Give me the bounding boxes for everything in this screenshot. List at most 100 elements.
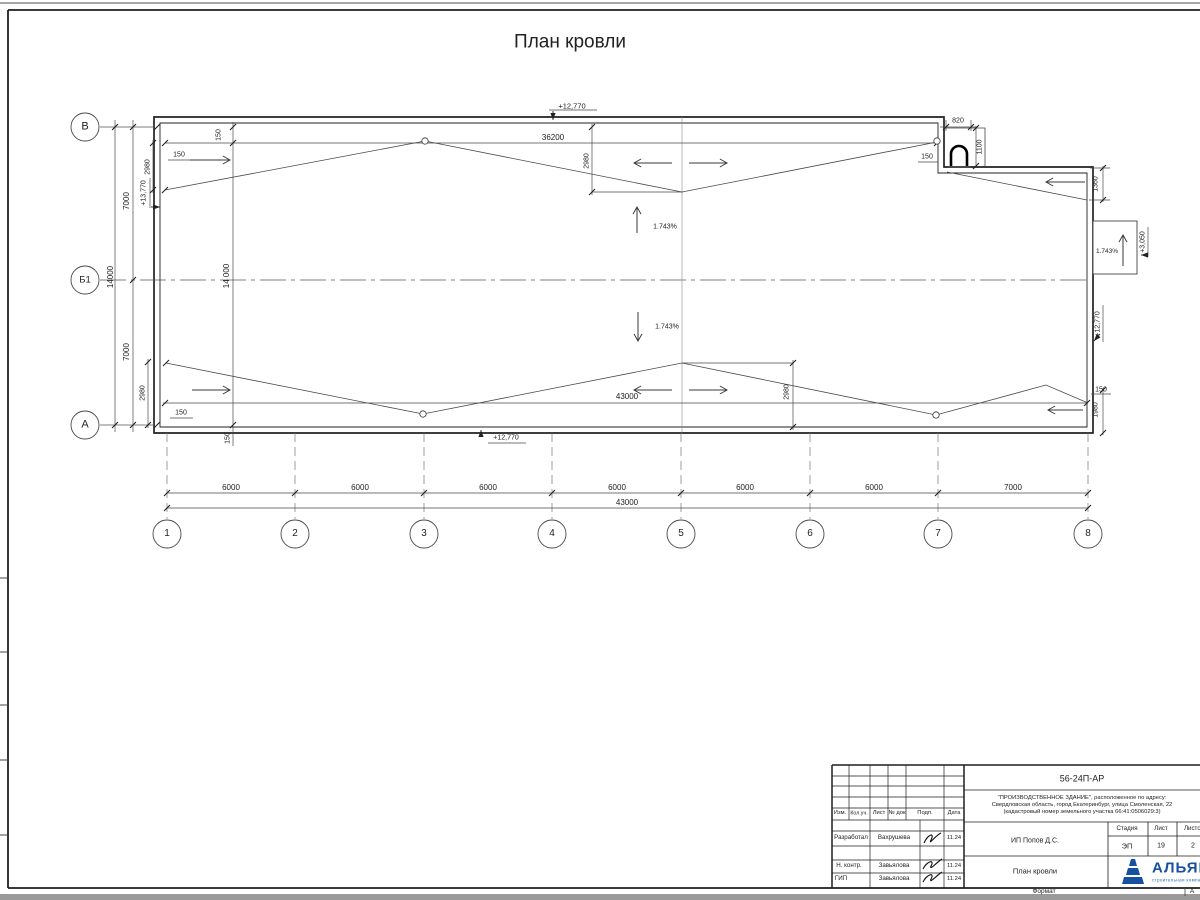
dim-6000-3: 6000 [479, 483, 497, 492]
drain-funnels [419, 137, 941, 419]
axis-row-v: В [81, 120, 89, 133]
axis-extension-lines [166, 433, 1089, 519]
signatures [922, 832, 943, 883]
dim-150-bottomright: 150 [1095, 386, 1107, 394]
name-gip: Завьялова [878, 874, 910, 882]
col-koluch: Кол.уч. [850, 810, 868, 817]
dim-43000-total: 43000 [615, 498, 639, 507]
dim-6000-2: 6000 [351, 483, 369, 492]
slope-label-shaft: 1.743% [1095, 247, 1119, 255]
dim-2980-left-top: 2980 [144, 159, 152, 175]
elev-3050-shaft: +3,050 [1139, 231, 1147, 253]
signature-gip [922, 871, 943, 883]
date-ncontrol: 11.24 [946, 863, 962, 870]
sheet-bottom-shadow [0, 894, 1200, 900]
elev-12770-right: +12,770 [1094, 311, 1102, 337]
listov-value: 2 [1191, 842, 1195, 850]
dim-150-bottomleft: 150 [175, 409, 187, 417]
col-ndok: № док [888, 810, 906, 817]
logo-subtitle: строительная компания [1152, 877, 1200, 883]
dim-14000-left: 14000 [106, 265, 115, 289]
dim-1360: 1360 [1092, 176, 1100, 192]
dim-150-bottom-inner: 150 [224, 432, 232, 444]
dim-2980-bottom: 2980 [783, 384, 791, 400]
dimension-lines [114, 109, 1149, 509]
elev-12770-top: +12,770 [558, 101, 586, 111]
signature-ncontrol [922, 858, 943, 870]
roof-slope-lines [163, 140, 1089, 416]
filing-strip-ticks [0, 577, 8, 836]
project-desc-line1: "ПРОИЗВОДСТВЕННОЕ ЗДАНИЕ", расположенное… [997, 795, 1167, 802]
axis-bubbles [70, 112, 1103, 549]
date-gip: 11.24 [946, 876, 962, 883]
dim-14000-inner: 14 000 [222, 263, 231, 289]
company-logo-icon [1122, 859, 1144, 884]
axis-col-7: 7 [935, 528, 941, 539]
list-header: Лист [1154, 824, 1168, 832]
stage-header: Стадия [1116, 824, 1138, 832]
project-desc-line2: Свердловская область, город Екатеринбург… [991, 802, 1173, 809]
title-block-grid [831, 764, 1200, 888]
axis-col-8: 8 [1085, 528, 1091, 539]
dim-150-top-inner: 150 [215, 129, 223, 141]
dim-7000-left-top: 7000 [122, 192, 131, 210]
frame [0, 9, 1200, 896]
sheet-name: План кровли [1012, 866, 1058, 876]
signature-developed [923, 832, 942, 844]
axis-col-2: 2 [292, 528, 298, 539]
name-ncontrol: Завьялова [878, 861, 910, 869]
building-outline [153, 116, 1094, 434]
dimension-slashes [111, 123, 1107, 512]
axis-lines [100, 117, 1089, 519]
hatch-arch-icon [949, 144, 969, 166]
doc-number: 56-24П-АР [1059, 773, 1105, 784]
axis-row-b1: Б1 [79, 274, 91, 286]
format-label: Формат [1032, 887, 1056, 895]
dim-820: 820 [952, 117, 964, 125]
axis-col-1: 1 [164, 528, 170, 539]
dim-2980-top: 2980 [583, 153, 591, 169]
listov-header: Листов [1183, 824, 1200, 832]
sheet-title: План кровли [514, 31, 626, 53]
col-list: Лист [872, 810, 886, 817]
dim-150-topleft: 150 [173, 151, 185, 159]
elev-13770-left: +13,770 [140, 180, 148, 206]
col-izm: Изм. [833, 810, 847, 817]
axis-row-a: А [81, 418, 89, 431]
date-developed: 11.24 [946, 835, 962, 842]
dim-6000-6: 6000 [865, 483, 883, 492]
dim-7000-bottom: 7000 [1004, 483, 1022, 492]
elev-12770-bottom: +12,770 [493, 434, 519, 442]
name-developed: Вахрушева [877, 833, 911, 841]
flow-arrows [190, 155, 1128, 415]
dim-1980: 1980 [1092, 402, 1100, 418]
project-desc-line3: (кадастровый номер земельного участка 66… [1003, 809, 1161, 816]
role-ncontrol: Н. контр. [836, 861, 862, 869]
elevation-arrows [151, 111, 1148, 437]
stage-value: ЭП [1121, 841, 1133, 851]
roof-hatch [944, 127, 986, 168]
logo-name: АЛЬЯНС [1152, 859, 1200, 877]
axis-col-4: 4 [549, 528, 555, 539]
exhaust-shaft [1092, 220, 1138, 275]
role-gip: ГИП [834, 874, 848, 882]
format-value: А [1189, 887, 1195, 895]
axis-col-6: 6 [807, 528, 813, 539]
dim-6000-4: 6000 [608, 483, 626, 492]
slope-label-top: 1.743% [653, 223, 677, 231]
col-podp: Подп. [917, 810, 933, 817]
dim-7000-left-bottom: 7000 [122, 343, 131, 361]
client: ИП Попов Д.С. [1011, 837, 1059, 845]
dim-6000-5: 6000 [736, 483, 754, 492]
dim-6000-1: 6000 [222, 483, 240, 492]
axis-col-3: 3 [421, 528, 427, 539]
col-data: Дата [947, 810, 961, 817]
dim-2980-left-bottom: 2980 [139, 385, 147, 401]
dim-43000-roof: 43000 [615, 392, 639, 401]
list-value: 19 [1157, 842, 1165, 850]
slope-label-bottom: 1.743% [655, 323, 679, 331]
dim-1100: 1100 [976, 139, 984, 155]
